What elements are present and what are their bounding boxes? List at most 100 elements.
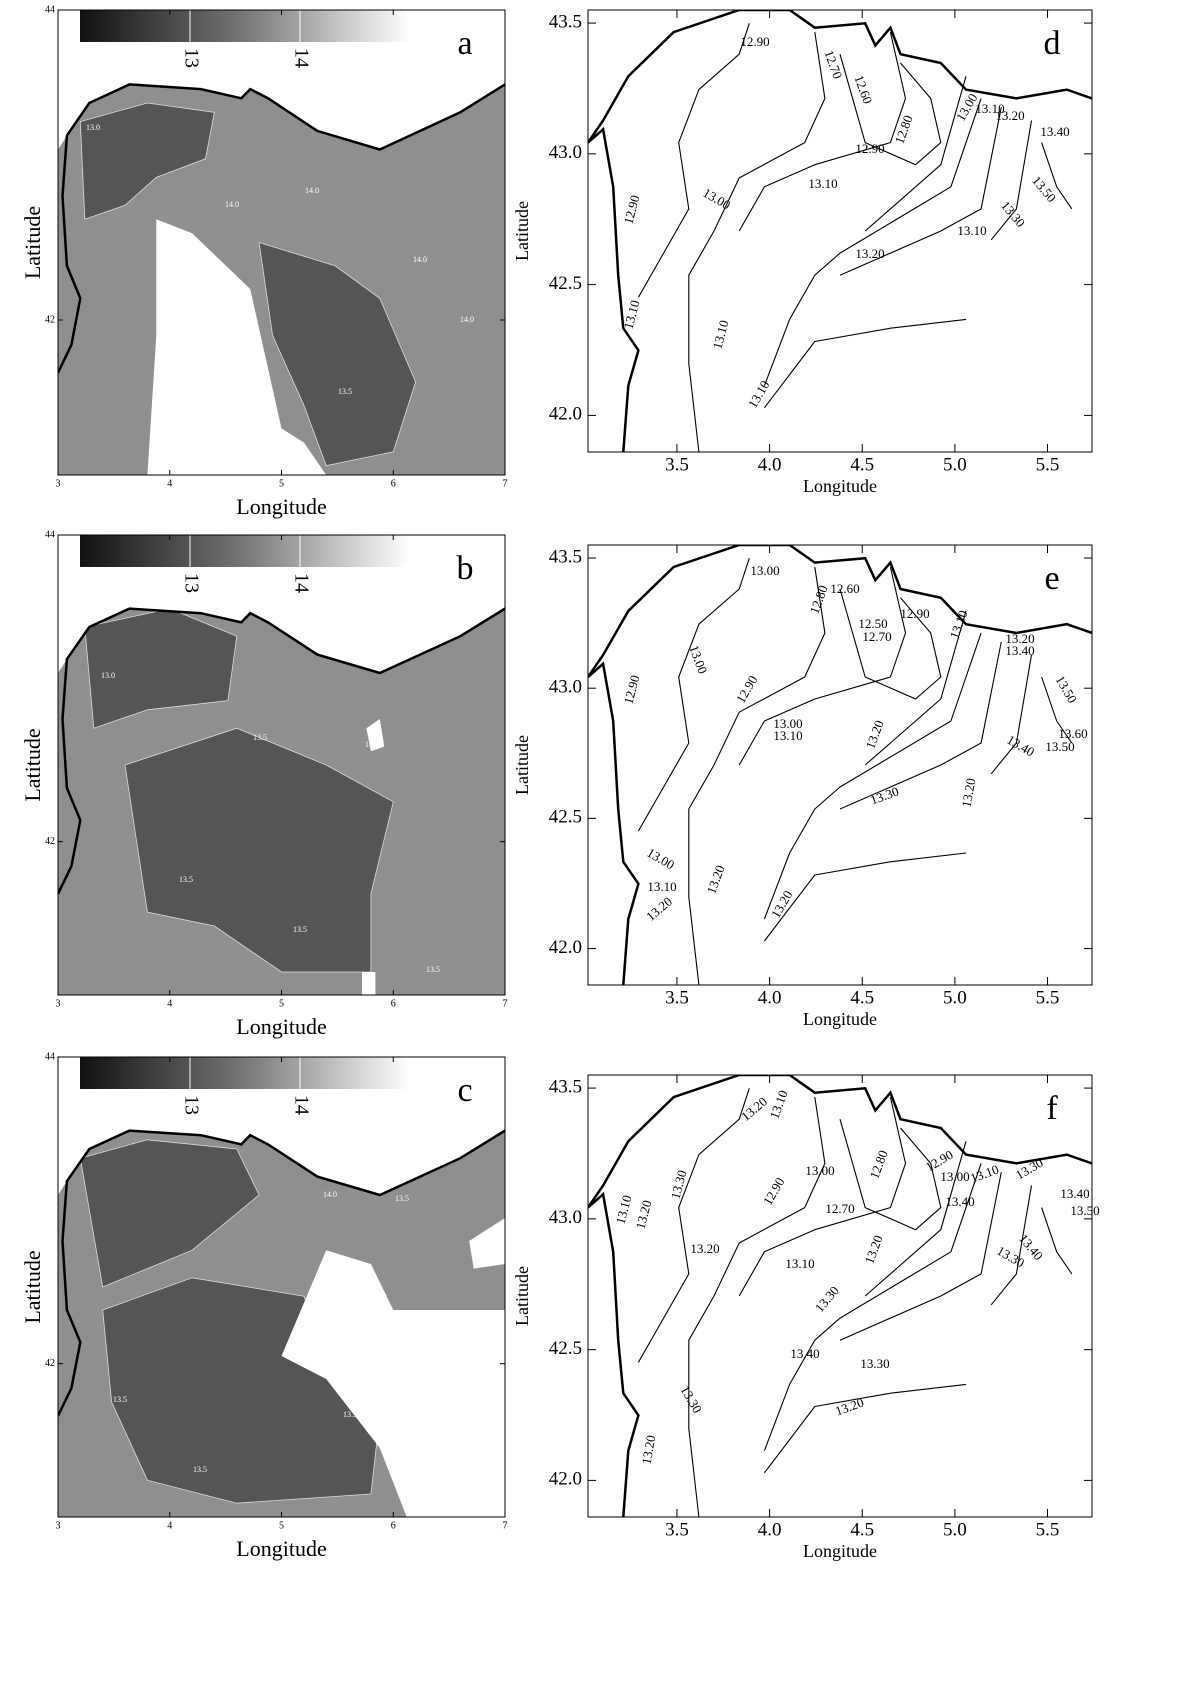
isotherm [763,98,982,386]
isotherm [839,1172,1002,1341]
panel-letter: c [457,1072,472,1109]
y-axis-label: Latitude [512,735,532,795]
contour-label: 13.00 [750,563,779,578]
x-tick-label: 5 [279,1520,284,1531]
contour-label: 13.10 [808,176,837,191]
coastline [588,545,1092,985]
isotherm [763,852,967,942]
contour-label: 13.5 [426,965,440,974]
y-tick-label: 42.5 [549,1338,582,1359]
contour-label: 12.90 [740,34,769,49]
contour-label: 13.10 [968,1162,1001,1186]
isotherm [1041,1207,1073,1275]
x-tick-label: 5.0 [943,987,967,1008]
land [58,10,505,150]
contour-label: 12.50 [858,616,887,631]
x-axis-label: Longitude [236,494,326,519]
x-tick-label: 5 [279,998,284,1009]
isotherm [839,107,1002,276]
plot-area: 13 14 [58,10,505,475]
x-tick-label: 5.5 [1036,454,1060,475]
colorbar-label: 14 [290,48,312,68]
contour-label: 13.10 [745,378,773,411]
isotherm [688,32,826,452]
contour-label: 13.5 [338,387,352,396]
missing-data [362,972,376,995]
colorbar-label: 13 [180,573,202,593]
y-axis-label: Latitude [512,201,532,261]
y-axis-label: Latitude [20,206,45,279]
x-tick-label: 6 [391,478,396,489]
y-tick-label: 43.5 [549,1076,582,1097]
isotherm [637,23,750,298]
x-tick-label: 4.0 [758,1519,782,1540]
contour-label: 13.40 [1040,124,1069,139]
panel: 13 143 4 5 6 74244LongitudeLatitudea13.014.01… [20,4,507,519]
land [58,1057,505,1195]
contour-label: 14.0 [460,315,474,324]
contour-label: 13.20 [995,108,1024,123]
contour-label: 13.10 [975,101,1004,116]
contour-label: 13.5 [253,733,267,742]
isotherm [864,1141,967,1297]
y-tick-label: 42 [45,314,55,325]
contour-label: 13.00 [700,185,733,213]
x-tick-label: 7 [503,478,508,489]
contour-label: 13.60 [1058,726,1087,741]
y-axis-label: Latitude [20,728,45,801]
contour-label: 13.5 [343,1410,357,1419]
isotherm [637,1088,750,1363]
contour-label: 13.30 [678,1383,706,1416]
contour-label: 14.0 [305,186,319,195]
contour-label: 13.50 [1045,739,1074,754]
coastline [58,607,505,895]
x-tick-label: 3 [56,1520,61,1531]
cold-patch [124,727,394,973]
coastline [58,83,505,374]
contour-label: 13.10 [647,879,676,894]
contour-label: 13.10 [710,319,732,351]
contour-label: 14.0 [323,1190,337,1199]
contour-label: 13.50 [1070,1203,1099,1218]
missing-data [281,1250,505,1517]
isotherm [637,558,750,832]
isotherm [990,1185,1033,1306]
x-tick-label: 5.5 [1036,1519,1060,1540]
contour-label: 13.5 [193,1465,207,1474]
x-axis-label: Longitude [803,1009,877,1029]
isotherm [738,1096,907,1297]
isotherm [839,1119,942,1231]
colorbar [80,1057,410,1089]
y-tick-label: 44 [45,529,55,540]
contour-label: 13.0 [101,671,115,680]
contour-label: 13.30 [812,1283,842,1315]
contour-label: 12.70 [862,629,891,644]
x-tick-label: 4 [167,998,172,1009]
y-tick-label: 43.5 [549,546,582,567]
panel: 3.5 4.0 4.5 5.0 5.5 42.0 42.5 43.0 43.5 Longitude… [512,544,1093,1029]
isotherm [763,1383,967,1474]
x-axis-label: Longitude [236,1536,326,1561]
x-tick-label: 3.5 [665,1519,689,1540]
x-tick-label: 4.5 [850,454,874,475]
x-tick-label: 3 [56,998,61,1009]
x-tick-label: 3.5 [665,987,689,1008]
contour-label: 13.20 [1005,631,1034,646]
y-tick-label: 42 [45,836,55,847]
contour-label: 13.5 [179,875,193,884]
y-tick-label: 43.0 [549,677,582,698]
panel: 13 143 4 5 6 74244LongitudeLatitudeb13.013.51… [20,529,507,1039]
y-tick-label: 44 [45,1051,55,1062]
x-tick-label: 4 [167,478,172,489]
missing-data [147,219,327,475]
y-tick-label: 42 [45,1358,55,1369]
isotherm [1041,676,1073,744]
x-tick-label: 7 [503,998,508,1009]
x-tick-label: 3 [56,478,61,489]
contour-label: 12.90 [621,674,643,706]
contour-label: 13.30 [868,784,901,808]
contour-label: 13.0 [86,123,100,132]
contour-label: 14.0 [365,740,379,749]
isotherm [839,54,942,166]
plot-area [588,545,1092,985]
